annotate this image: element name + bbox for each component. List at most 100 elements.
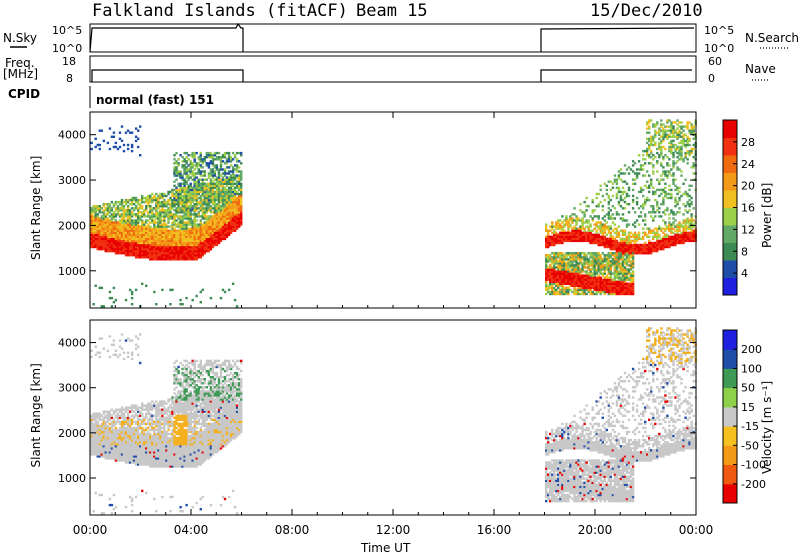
power-cell (682, 241, 685, 245)
power-cell (589, 260, 592, 263)
power-cell (611, 213, 615, 216)
power-cell (179, 211, 182, 214)
power-cell (692, 129, 695, 132)
power-cell (623, 229, 627, 232)
power-cell (627, 211, 631, 214)
power-cell (94, 145, 97, 149)
power-cell (235, 164, 239, 167)
power-cell (575, 252, 578, 255)
power-cell (571, 235, 574, 238)
power-cell (615, 249, 619, 253)
power-cell (615, 288, 619, 292)
power-cell (627, 172, 631, 175)
power-cell (615, 290, 619, 294)
power-cell (173, 245, 176, 249)
power-cell (110, 209, 114, 212)
power-cell (167, 190, 170, 194)
velocity-cell (98, 432, 101, 436)
velocity-cell (106, 445, 110, 448)
power-cell (139, 154, 142, 157)
power-cell (209, 237, 213, 241)
power-cell (565, 256, 568, 259)
power-cell (231, 211, 235, 214)
power-cell (563, 229, 566, 232)
power-cell (603, 268, 606, 271)
power-cell (126, 249, 130, 253)
power-cell (147, 239, 150, 243)
power-cell (130, 215, 134, 218)
power-cell (183, 241, 186, 245)
power-cell (684, 125, 687, 128)
power-cell (183, 229, 186, 232)
power-cell (559, 231, 562, 234)
power-cell (203, 239, 206, 243)
power-cell (183, 164, 186, 167)
power-cell (193, 254, 196, 257)
power-cell (575, 290, 578, 294)
power-cell (577, 292, 580, 296)
power-cell (106, 217, 110, 220)
power-cell (225, 213, 229, 216)
power-cell (621, 249, 625, 253)
power-cell (589, 268, 592, 271)
power-cell (668, 229, 671, 232)
power-cell (555, 290, 558, 294)
power-cell (684, 133, 687, 136)
power-cell (139, 227, 142, 230)
power-cell (637, 223, 641, 226)
power-cell (108, 235, 112, 238)
velocity-cell (104, 451, 107, 454)
power-cell (221, 213, 225, 216)
power-cell (615, 252, 619, 255)
power-cell (692, 239, 695, 243)
power-cell (102, 211, 105, 214)
power-cell (688, 227, 691, 230)
power-cell (577, 227, 580, 230)
power-cell (583, 221, 586, 224)
power-cell (149, 258, 152, 261)
power-cell (141, 233, 144, 236)
power-cell (106, 245, 110, 249)
power-cell (108, 227, 112, 230)
velocity-cell (98, 436, 101, 440)
power-cell (167, 215, 170, 218)
power-cell (157, 247, 160, 251)
power-cell (124, 219, 128, 222)
power-cell (591, 280, 594, 283)
power-cell (627, 260, 631, 263)
power-cell (617, 241, 621, 245)
power-cell (668, 170, 671, 173)
power-cell (567, 286, 570, 290)
power-cell (627, 233, 631, 236)
power-cell (193, 256, 196, 259)
power-cell (676, 239, 679, 243)
power-cell (199, 215, 202, 218)
power-cell (169, 249, 172, 253)
power-cell (98, 207, 101, 210)
power-cell (231, 168, 235, 171)
power-cell (650, 252, 653, 255)
power-cell (134, 256, 138, 259)
power-cell (181, 166, 184, 169)
power-cell (179, 223, 182, 226)
power-cell (203, 237, 206, 241)
power-cell (161, 231, 164, 234)
power-cell (183, 186, 186, 189)
power-cell (195, 237, 198, 241)
power-cell (179, 225, 182, 228)
power-cell (623, 260, 627, 263)
power-cell (199, 172, 202, 175)
power-cell (149, 200, 152, 204)
power-cell (587, 239, 590, 243)
power-cell (120, 215, 124, 218)
power-cell (565, 254, 568, 257)
power-cell (207, 192, 211, 196)
power-cell (625, 247, 629, 251)
power-cell (187, 239, 190, 243)
power-cell (617, 276, 621, 279)
power-cell (591, 235, 594, 238)
power-cell (579, 227, 582, 230)
power-cell (141, 237, 144, 241)
power-cell (621, 243, 625, 247)
